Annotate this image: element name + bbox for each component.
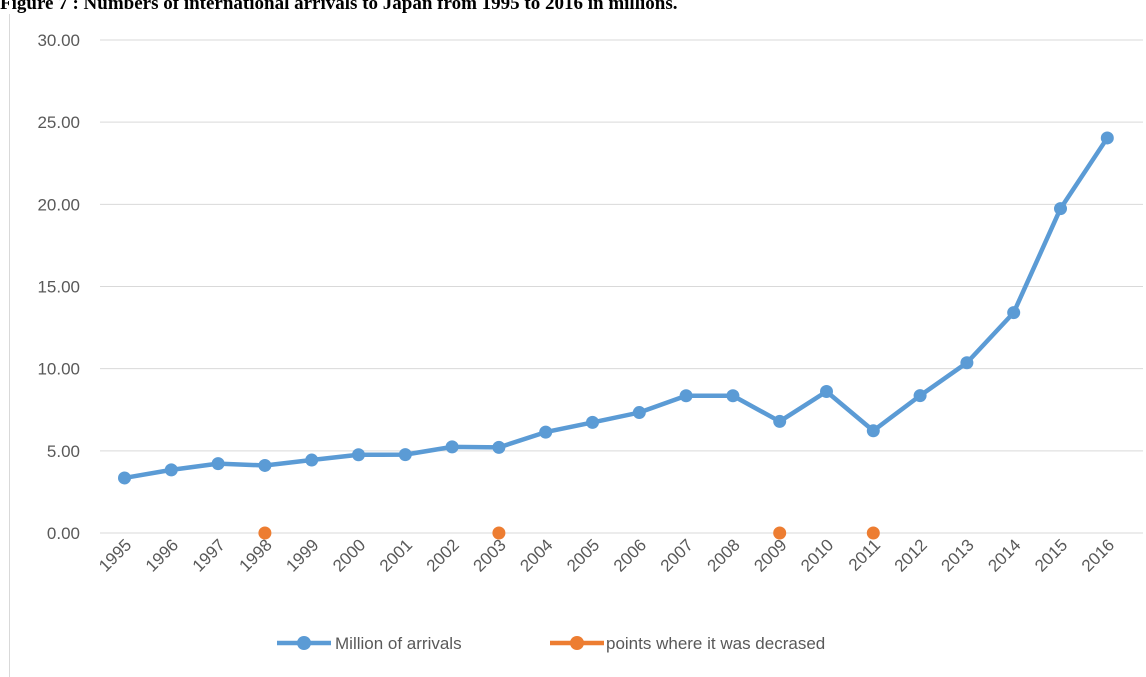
- x-tick-label: 1995: [95, 535, 135, 575]
- x-tick-label: 2004: [516, 535, 556, 575]
- legend: Million of arrivals points where it was d…: [277, 634, 825, 653]
- data-point-decrease: [773, 526, 787, 540]
- x-axis-tick-labels: 1995 1996 1997 1998 1999 2000 2001 2002 2003 2004…: [95, 535, 1118, 575]
- data-point-arrivals: [820, 385, 833, 399]
- x-tick-label: 2007: [657, 535, 697, 575]
- data-point-arrivals: [118, 471, 131, 485]
- y-tick-label: 5.00: [47, 442, 80, 461]
- chart-frame: [9, 14, 1146, 677]
- data-point-arrivals: [492, 440, 506, 454]
- x-tick-label: 1999: [282, 535, 322, 575]
- y-tick-label: 0.00: [47, 524, 80, 543]
- data-point-arrivals: [773, 414, 787, 428]
- data-point-arrivals: [258, 458, 272, 472]
- data-point-arrivals: [164, 463, 178, 477]
- x-tick-label: 1996: [142, 535, 182, 575]
- gridlines: [100, 39, 1143, 534]
- x-tick-label: 2006: [610, 535, 650, 575]
- data-point-arrivals: [305, 453, 319, 467]
- data-point-decrease: [866, 526, 880, 540]
- y-axis-tick-labels: 0.00 5.00 10.00 15.00 20.00 25.00 30.00: [37, 31, 80, 543]
- data-point-arrivals: [960, 356, 974, 370]
- x-tick-label: 2012: [891, 535, 931, 575]
- data-point-arrivals: [632, 406, 646, 420]
- data-point-decrease: [492, 526, 506, 540]
- data-point-arrivals: [866, 424, 880, 438]
- legend-label-arrivals: Million of arrivals: [335, 634, 462, 653]
- series-line-arrivals: [122, 135, 1110, 481]
- y-tick-label: 10.00: [37, 360, 80, 379]
- x-tick-label: 2002: [423, 535, 463, 575]
- data-point-arrivals: [352, 448, 365, 462]
- data-point-arrivals: [913, 389, 927, 403]
- x-tick-label: 2009: [750, 535, 790, 575]
- series-layer: [118, 131, 1114, 540]
- data-point-arrivals: [726, 389, 740, 403]
- x-tick-label: 2001: [376, 535, 416, 575]
- data-point-arrivals: [1054, 202, 1067, 216]
- legend-swatch-marker-arrivals: [297, 636, 311, 650]
- figure-caption: Figure 7 : Numbers of international arri…: [0, 0, 678, 14]
- x-tick-label: 2005: [563, 535, 603, 575]
- x-tick-label: 1997: [189, 535, 229, 575]
- data-point-decrease: [258, 526, 272, 540]
- x-tick-label: 2008: [704, 535, 744, 575]
- data-point-arrivals: [679, 389, 693, 403]
- data-point-arrivals: [445, 440, 459, 454]
- x-tick-label: 2003: [470, 535, 510, 575]
- data-point-arrivals: [1100, 131, 1114, 145]
- legend-swatch-marker-decrease: [570, 636, 584, 650]
- x-tick-label: 2014: [984, 535, 1024, 575]
- data-point-arrivals: [211, 457, 225, 471]
- data-point-arrivals: [1007, 306, 1021, 320]
- x-tick-label: 1998: [236, 535, 276, 575]
- x-tick-label: 2015: [1031, 535, 1071, 575]
- y-tick-label: 15.00: [37, 278, 80, 297]
- x-tick-label: 2011: [845, 535, 884, 574]
- data-point-arrivals: [398, 448, 412, 462]
- legend-label-decrease: points where it was decrased: [606, 634, 825, 653]
- y-tick-label: 25.00: [37, 113, 80, 132]
- x-tick-label: 2000: [329, 535, 369, 575]
- x-tick-label: 2013: [938, 535, 978, 575]
- x-tick-label: 2016: [1078, 535, 1118, 575]
- x-tick-label: 2010: [797, 535, 837, 575]
- data-point-arrivals: [586, 415, 599, 429]
- data-point-arrivals: [539, 425, 553, 439]
- y-tick-label: 30.00: [37, 31, 80, 50]
- y-tick-label: 20.00: [37, 195, 80, 214]
